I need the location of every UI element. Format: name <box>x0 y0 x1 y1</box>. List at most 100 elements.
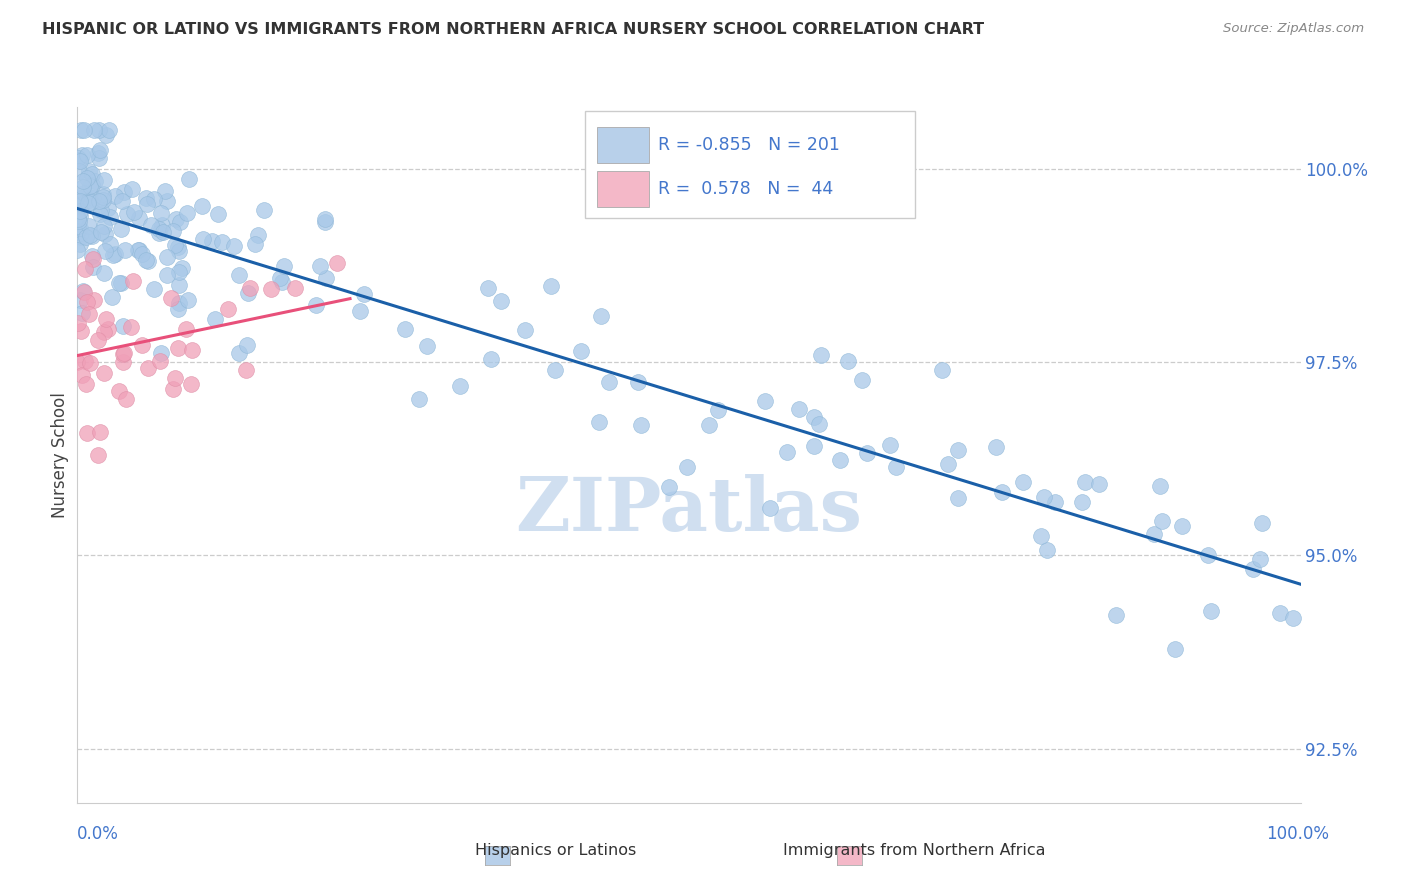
Point <box>69 293 91 308</box>
Point <box>544 363 567 377</box>
Point <box>1241 562 1264 576</box>
Point <box>167 240 190 254</box>
Point <box>163 238 186 252</box>
Point <box>228 268 250 282</box>
Point <box>273 259 295 273</box>
Point <box>111 194 134 208</box>
Point <box>128 243 150 257</box>
Point <box>110 221 132 235</box>
Point <box>314 212 336 227</box>
Point <box>1282 611 1305 625</box>
Point <box>97 321 120 335</box>
Point <box>73 285 96 300</box>
Point <box>100 210 122 224</box>
Y-axis label: Nursery School: Nursery School <box>51 392 69 518</box>
Point <box>449 378 471 392</box>
Point <box>83 293 105 307</box>
Point <box>169 215 191 229</box>
Point <box>67 163 90 178</box>
Point <box>112 346 135 360</box>
Point <box>112 186 135 200</box>
Point <box>236 338 259 352</box>
Point <box>271 275 294 289</box>
Point <box>217 302 239 317</box>
Point <box>80 249 103 263</box>
Point <box>112 318 135 333</box>
Point <box>308 259 330 273</box>
Point <box>72 123 94 137</box>
Point <box>111 347 134 361</box>
Point <box>66 151 89 165</box>
Point <box>167 302 190 317</box>
Point <box>884 459 907 474</box>
Point <box>353 287 375 301</box>
Point <box>1149 479 1171 493</box>
Point <box>66 244 89 258</box>
Point <box>211 235 233 250</box>
Point <box>82 167 104 181</box>
Point <box>808 417 831 431</box>
Point <box>489 293 512 308</box>
Point <box>948 491 970 505</box>
Point <box>101 248 124 262</box>
Point <box>193 232 215 246</box>
Point <box>69 220 91 235</box>
Point <box>80 178 103 192</box>
Point <box>707 403 730 417</box>
Point <box>207 207 229 221</box>
Point <box>1045 495 1067 509</box>
Point <box>697 417 720 432</box>
Point <box>104 189 127 203</box>
Point <box>1197 548 1219 562</box>
Point <box>224 239 246 253</box>
Point <box>72 368 94 383</box>
Point <box>315 271 337 285</box>
Point <box>591 309 613 323</box>
Point <box>991 485 1014 500</box>
Point <box>167 277 190 292</box>
Point <box>754 394 776 409</box>
Point <box>121 182 143 196</box>
Point <box>165 371 187 385</box>
Point <box>136 360 159 375</box>
Point <box>87 123 110 137</box>
Point <box>235 363 257 377</box>
Point <box>87 151 110 165</box>
Point <box>776 445 799 459</box>
Point <box>1171 518 1194 533</box>
Point <box>94 312 117 326</box>
Point <box>75 354 97 368</box>
Point <box>415 339 437 353</box>
Point <box>236 285 259 300</box>
Point <box>180 343 202 357</box>
Point <box>79 195 101 210</box>
Point <box>107 276 129 290</box>
Point <box>837 354 859 368</box>
Point <box>76 148 98 162</box>
Point <box>143 192 166 206</box>
Point <box>70 197 93 211</box>
Point <box>67 219 90 234</box>
Point <box>176 205 198 219</box>
Point <box>803 440 825 454</box>
Text: 0.0%: 0.0% <box>77 825 120 843</box>
Point <box>149 205 172 219</box>
Text: Source: ZipAtlas.com: Source: ZipAtlas.com <box>1223 22 1364 36</box>
Point <box>79 356 101 370</box>
Point <box>108 384 131 399</box>
Point <box>76 425 98 440</box>
Point <box>76 295 98 310</box>
Point <box>156 250 179 264</box>
Point <box>93 244 115 259</box>
Point <box>180 377 202 392</box>
Point <box>136 254 159 268</box>
Point <box>131 247 153 261</box>
Point <box>1251 516 1274 530</box>
Point <box>162 382 184 396</box>
Point <box>170 261 193 276</box>
Point <box>84 174 107 188</box>
Point <box>135 191 157 205</box>
Text: Hispanics or Latinos: Hispanics or Latinos <box>475 843 636 858</box>
Text: R = -0.855   N = 201: R = -0.855 N = 201 <box>658 136 841 153</box>
Point <box>630 417 652 432</box>
